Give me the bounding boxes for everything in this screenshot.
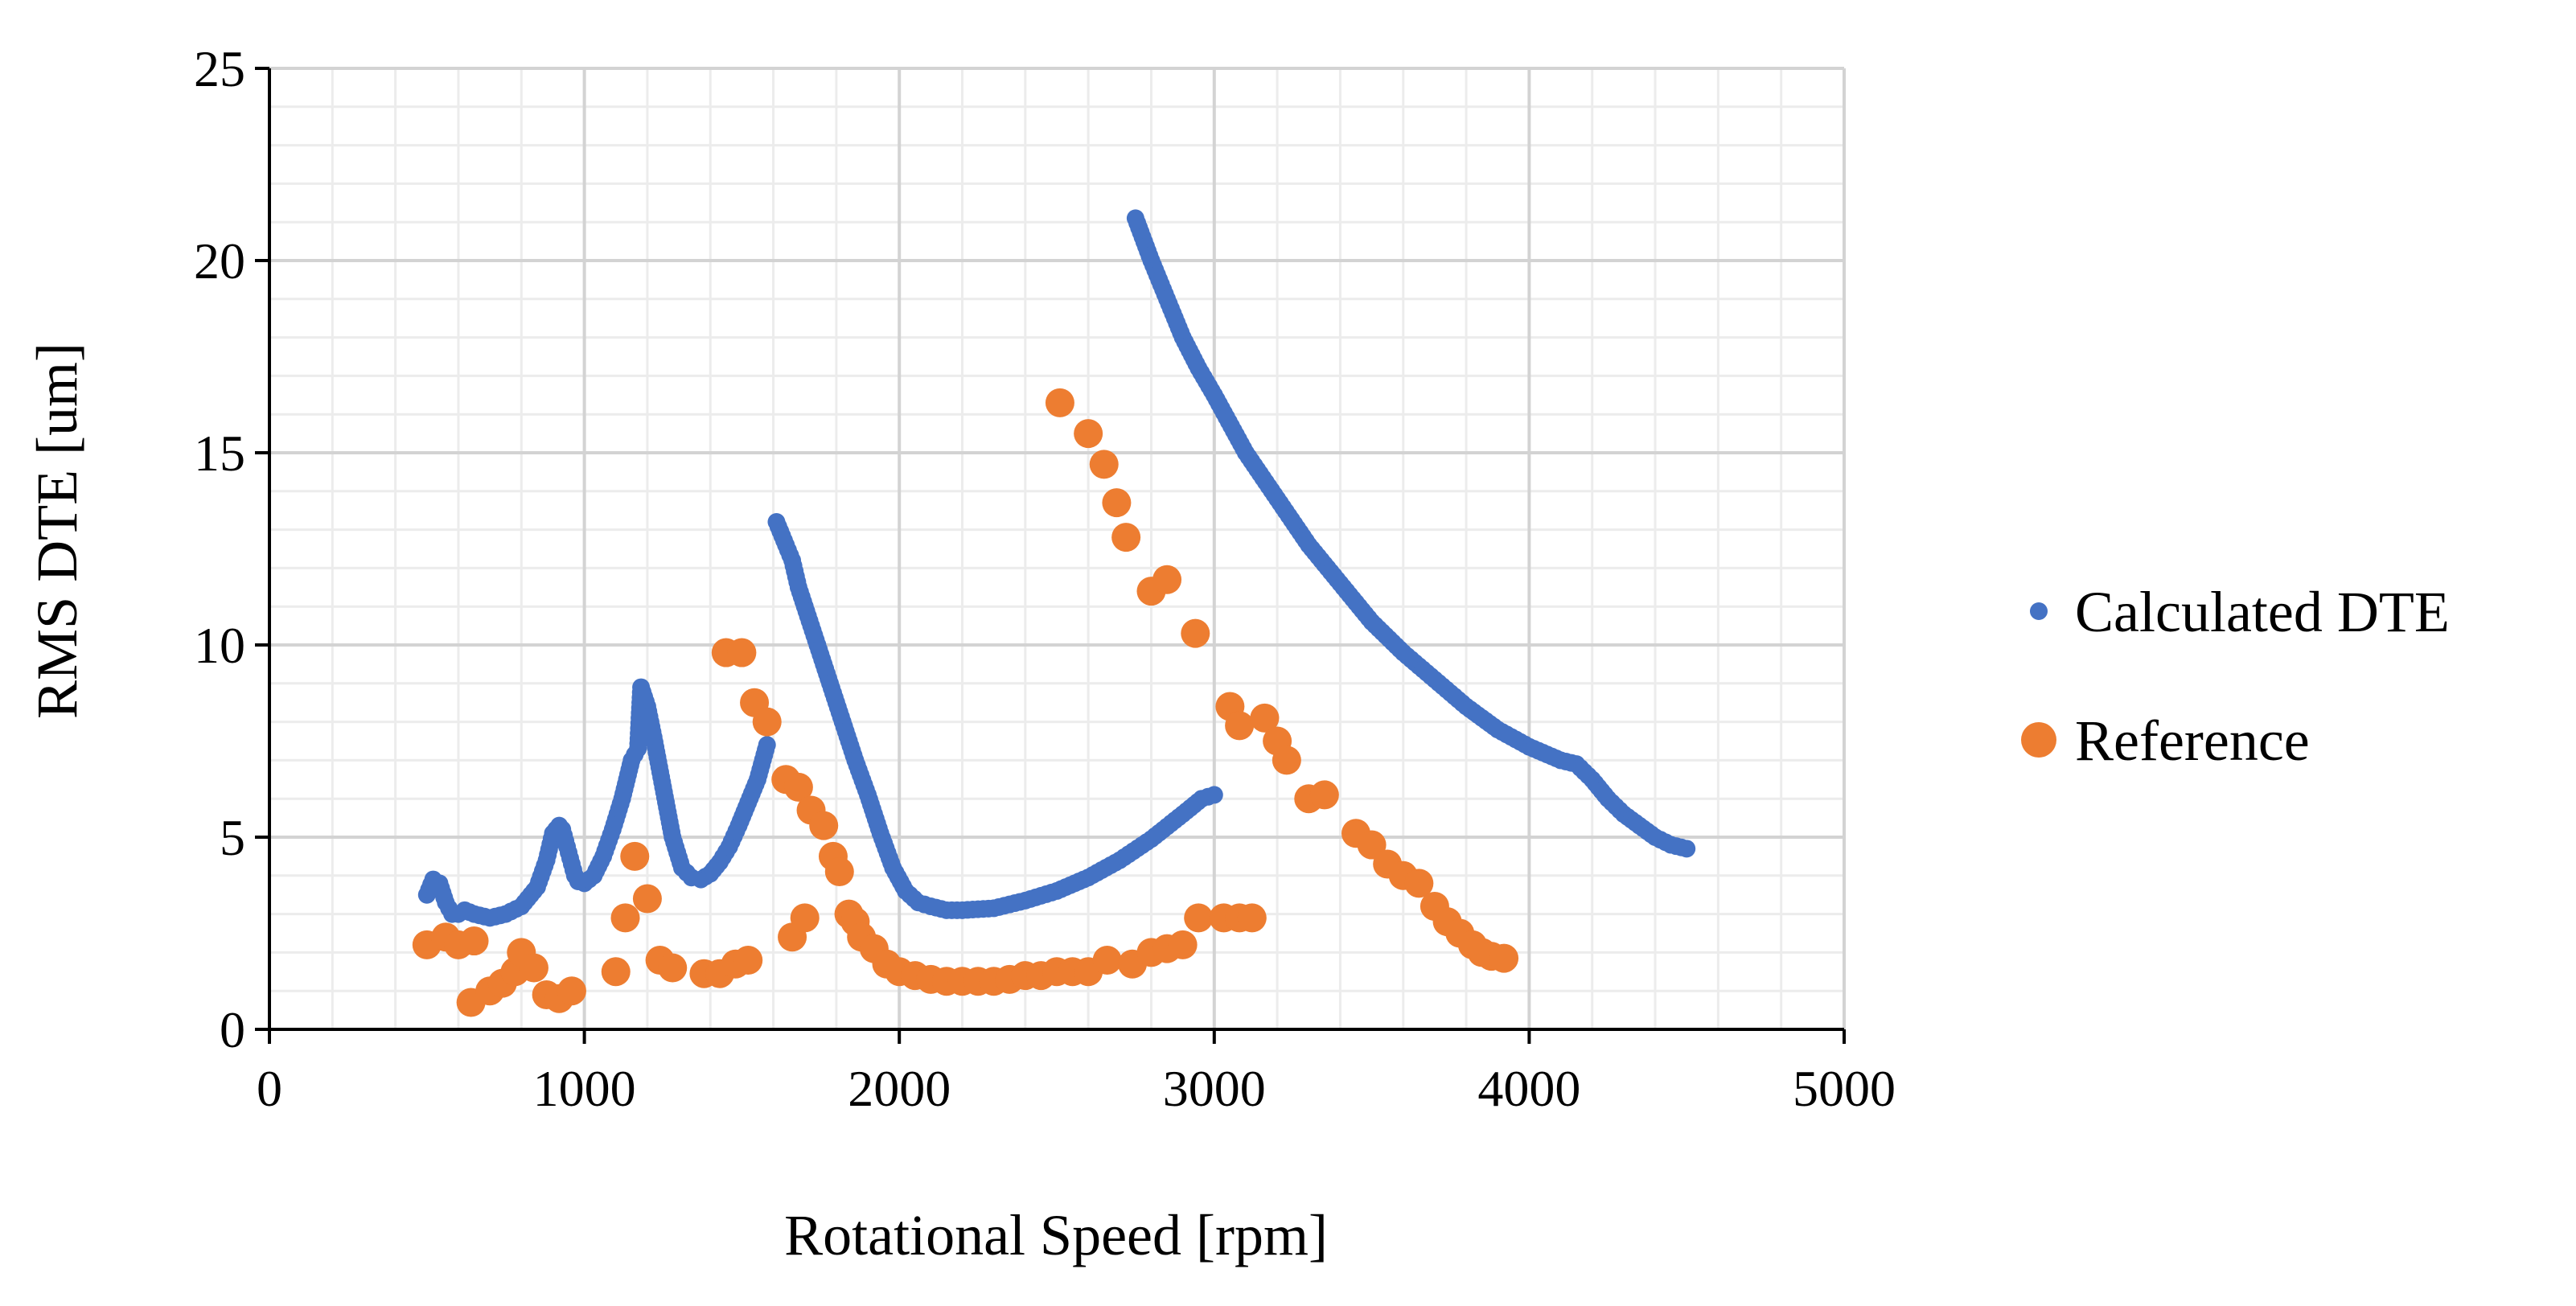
reference-point xyxy=(783,772,813,802)
reference-point xyxy=(1152,565,1182,594)
reference-point xyxy=(601,957,631,987)
y-tick-label: 20 xyxy=(194,232,245,290)
x-tick-label: 5000 xyxy=(1793,1060,1896,1117)
series-reference xyxy=(412,388,1519,1017)
y-tick-label: 5 xyxy=(220,809,245,866)
legend: Calculated DTE Reference xyxy=(2021,580,2450,773)
legend-label-reference: Reference xyxy=(2075,708,2310,773)
series-calculated-dte xyxy=(417,209,1696,927)
reference-point xyxy=(1074,419,1103,449)
reference-point xyxy=(1250,703,1280,733)
calculated-dte-point xyxy=(1678,840,1696,858)
reference-point xyxy=(733,945,763,975)
reference-point xyxy=(1111,523,1141,552)
calculated-dte-point xyxy=(758,736,776,754)
reference-point xyxy=(459,926,489,956)
reference-point xyxy=(1181,618,1210,648)
x-tick-label: 3000 xyxy=(1163,1060,1266,1117)
grid xyxy=(268,67,1846,1031)
reference-point xyxy=(1102,488,1132,518)
reference-point xyxy=(620,841,650,871)
plot-points xyxy=(412,209,1696,1017)
y-tick-label: 25 xyxy=(194,40,245,97)
reference-point xyxy=(658,953,688,983)
reference-point xyxy=(1045,388,1074,417)
reference-point xyxy=(1089,450,1119,479)
y-tick-label: 10 xyxy=(194,617,245,674)
reference-point xyxy=(1168,930,1198,959)
y-tick-label: 15 xyxy=(194,425,245,482)
x-tick-label: 1000 xyxy=(533,1060,636,1117)
reference-point xyxy=(727,638,757,667)
x-tick-label: 2000 xyxy=(848,1060,951,1117)
x-tick-label: 4000 xyxy=(1477,1060,1580,1117)
x-axis-title: Rotational Speed [rpm] xyxy=(784,1203,1328,1267)
calculated-dte-point xyxy=(1205,786,1223,804)
legend-label-calculated-dte: Calculated DTE xyxy=(2075,580,2450,644)
reference-point xyxy=(1489,943,1519,973)
x-tick-label: 0 xyxy=(257,1060,282,1117)
reference-point xyxy=(1357,830,1387,860)
reference-point xyxy=(1237,903,1267,933)
y-axis-title: RMS DTE [um] xyxy=(25,343,89,719)
y-tick-label: 0 xyxy=(220,1001,245,1058)
reference-point xyxy=(519,953,548,983)
reference-point xyxy=(1272,745,1301,775)
reference-point xyxy=(752,707,782,737)
reference-point xyxy=(610,903,640,933)
reference-point xyxy=(1404,869,1434,898)
reference-point xyxy=(824,857,854,887)
axes: 0 1000 2000 3000 4000 5000 0 5 10 15 20 25 xyxy=(194,40,1896,1117)
reference-point xyxy=(1225,711,1255,741)
reference-point xyxy=(1309,780,1339,810)
legend-marker-calculated-dte xyxy=(2030,602,2048,620)
reference-point xyxy=(1092,945,1122,975)
reference-point xyxy=(1184,903,1214,933)
reference-point xyxy=(557,976,586,1006)
reference-point xyxy=(790,903,820,933)
legend-marker-reference xyxy=(2021,722,2056,758)
reference-point xyxy=(809,811,839,840)
reference-point xyxy=(632,884,662,914)
